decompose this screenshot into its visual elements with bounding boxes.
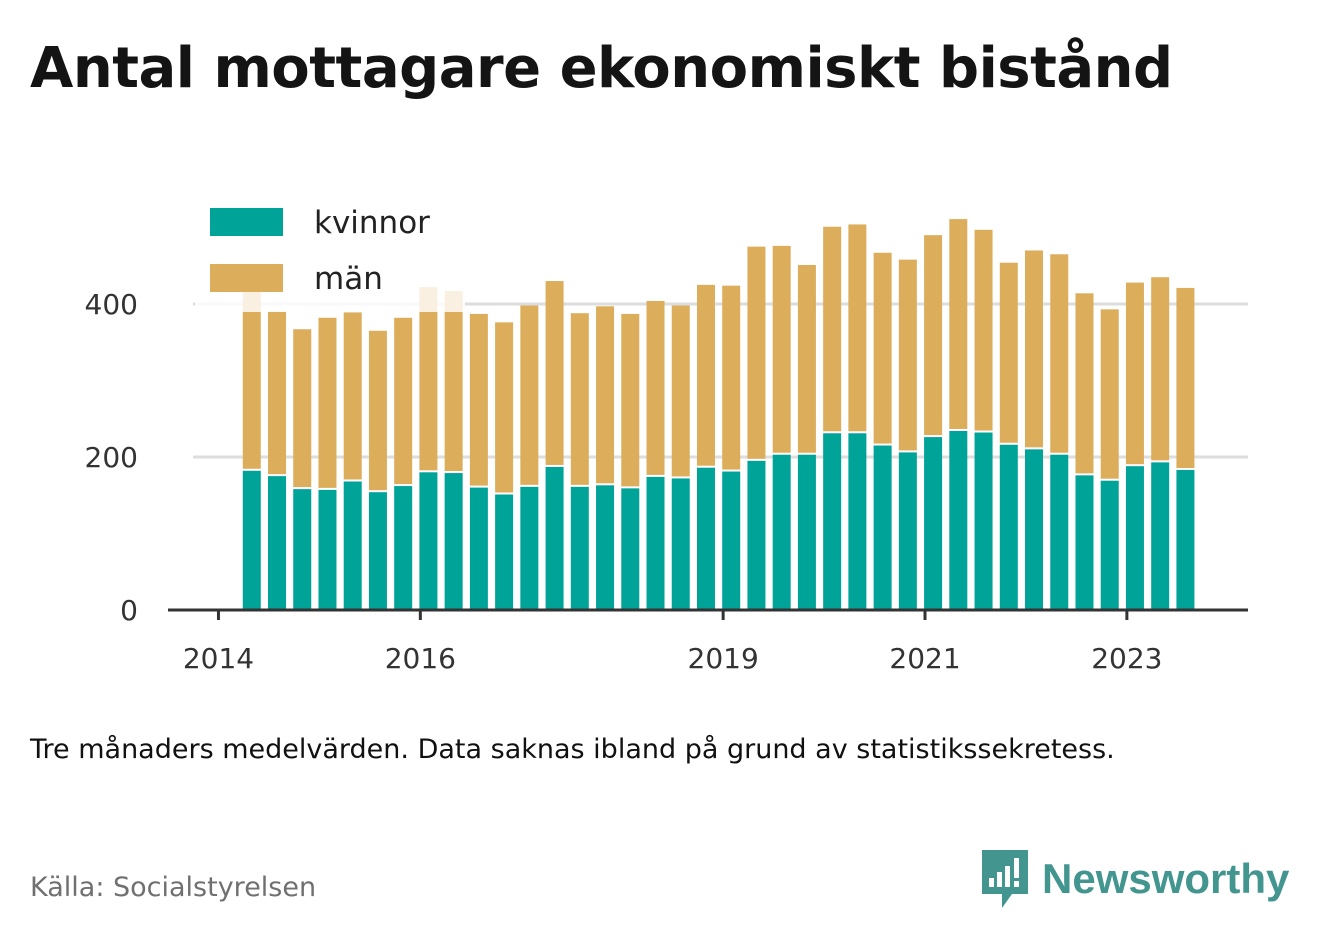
x-tick-label: 2021 xyxy=(889,642,960,675)
bar-kvinnor xyxy=(722,471,741,610)
bar-man xyxy=(646,300,665,475)
bar-kvinnor xyxy=(1075,475,1094,610)
bar-man xyxy=(1075,293,1094,474)
bar-kvinnor xyxy=(696,467,715,610)
bar-man xyxy=(444,290,463,472)
bar-man xyxy=(974,229,993,431)
bar-man xyxy=(1100,309,1119,479)
bar-kvinnor xyxy=(873,445,892,610)
axes: 0 200 400 2014 2016 2019 2021 2023 xyxy=(85,288,1248,675)
bar-kvinnor xyxy=(747,460,766,610)
bar-man xyxy=(924,235,943,436)
bar-kvinnor xyxy=(545,466,564,610)
bar-kvinnor xyxy=(1100,480,1119,610)
bar-kvinnor xyxy=(596,485,615,610)
bar-kvinnor xyxy=(394,486,413,610)
legend-label: kvinnor xyxy=(314,205,430,241)
bar-man xyxy=(949,219,968,429)
bar-man xyxy=(596,306,615,484)
bar-kvinnor xyxy=(318,489,337,610)
x-tick-label: 2014 xyxy=(183,642,254,675)
bar-kvinnor xyxy=(419,472,438,610)
bar-kvinnor xyxy=(1025,449,1044,610)
bar-man xyxy=(495,322,514,493)
bar-man xyxy=(823,226,842,432)
bar-kvinnor xyxy=(570,486,589,610)
x-tick-label: 2023 xyxy=(1091,642,1162,675)
source-label: Källa: Socialstyrelsen xyxy=(30,872,317,903)
bar-kvinnor xyxy=(898,452,917,610)
bar-kvinnor xyxy=(242,470,261,610)
bar-kvinnor xyxy=(823,433,842,610)
bar-man xyxy=(343,312,362,480)
bar-kvinnor xyxy=(999,444,1018,610)
y-tick-label: 0 xyxy=(120,594,138,627)
bar-kvinnor xyxy=(797,454,816,610)
bar-man xyxy=(268,311,287,475)
bar-man xyxy=(621,313,640,487)
bar-man xyxy=(873,252,892,444)
y-tick-label: 400 xyxy=(85,288,138,321)
bar-kvinnor xyxy=(268,476,287,610)
bar-man xyxy=(696,284,715,466)
legend: kvinnor män xyxy=(195,192,465,312)
bar-man xyxy=(747,246,766,459)
bar-man xyxy=(898,259,917,451)
bar-kvinnor xyxy=(772,454,791,610)
legend-label: män xyxy=(314,261,383,297)
bar-man xyxy=(1050,254,1069,453)
bar-kvinnor xyxy=(343,481,362,610)
bar-man xyxy=(1176,287,1195,469)
bar-kvinnor xyxy=(848,433,867,610)
bar-kvinnor xyxy=(924,437,943,610)
bar-man xyxy=(545,281,564,465)
bar-man xyxy=(1025,250,1044,448)
bar-kvinnor xyxy=(671,478,690,610)
bar-man xyxy=(1151,277,1170,461)
bar-kvinnor xyxy=(469,487,488,610)
bar-kvinnor xyxy=(621,488,640,610)
bar-man xyxy=(394,317,413,485)
bar-kvinnor xyxy=(444,473,463,610)
legend-swatch xyxy=(210,208,283,236)
x-tick-label: 2016 xyxy=(385,642,456,675)
bar-man xyxy=(419,287,438,471)
bar-man xyxy=(797,264,816,453)
bar-man xyxy=(848,224,867,432)
bar-man xyxy=(772,245,791,453)
y-tick-label: 200 xyxy=(85,441,138,474)
newsworthy-logo-icon xyxy=(982,850,1028,908)
bar-man xyxy=(293,329,312,488)
bar-man xyxy=(999,262,1018,443)
bar-kvinnor xyxy=(1125,466,1144,610)
bar-man xyxy=(671,305,690,477)
bar-man xyxy=(570,313,589,485)
chart-title: Antal mottagare ekonomiskt bistånd xyxy=(30,36,1173,101)
bar-kvinnor xyxy=(974,432,993,610)
bar-kvinnor xyxy=(495,494,514,610)
bar-kvinnor xyxy=(368,492,387,610)
bar-man xyxy=(469,313,488,486)
brand-name: Newsworthy xyxy=(1042,855,1290,902)
chart: kvinnor män 0 200 400 2014 2016 2019 2021 2023 xyxy=(84,192,1248,675)
bars xyxy=(242,219,1195,610)
bar-man xyxy=(1125,282,1144,465)
bar-man xyxy=(520,305,539,485)
bar-man xyxy=(368,330,387,491)
bar-kvinnor xyxy=(1151,462,1170,610)
brand-logo[interactable]: Newsworthy xyxy=(980,848,1289,910)
bar-man xyxy=(722,285,741,470)
bar-kvinnor xyxy=(949,430,968,610)
x-tick-label: 2019 xyxy=(688,642,759,675)
bar-kvinnor xyxy=(646,476,665,610)
bar-kvinnor xyxy=(293,489,312,610)
bar-kvinnor xyxy=(1176,470,1195,610)
bar-man xyxy=(318,317,337,488)
legend-swatch xyxy=(210,264,283,292)
bar-kvinnor xyxy=(1050,454,1069,610)
bar-kvinnor xyxy=(520,486,539,610)
chart-note: Tre månaders medelvärden. Data saknas ib… xyxy=(30,734,1115,765)
bar-man xyxy=(242,287,261,469)
